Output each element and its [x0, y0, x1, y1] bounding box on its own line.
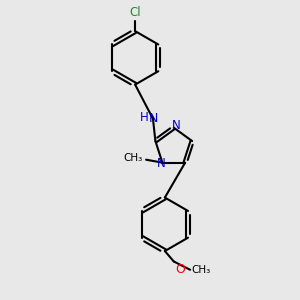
- Text: H: H: [140, 111, 149, 124]
- Text: CH₃: CH₃: [192, 265, 211, 275]
- Text: Cl: Cl: [129, 6, 141, 19]
- Text: N: N: [148, 112, 158, 125]
- Text: N: N: [157, 157, 165, 170]
- Text: CH₃: CH₃: [123, 153, 142, 163]
- Text: O: O: [175, 263, 185, 276]
- Text: N: N: [172, 119, 181, 132]
